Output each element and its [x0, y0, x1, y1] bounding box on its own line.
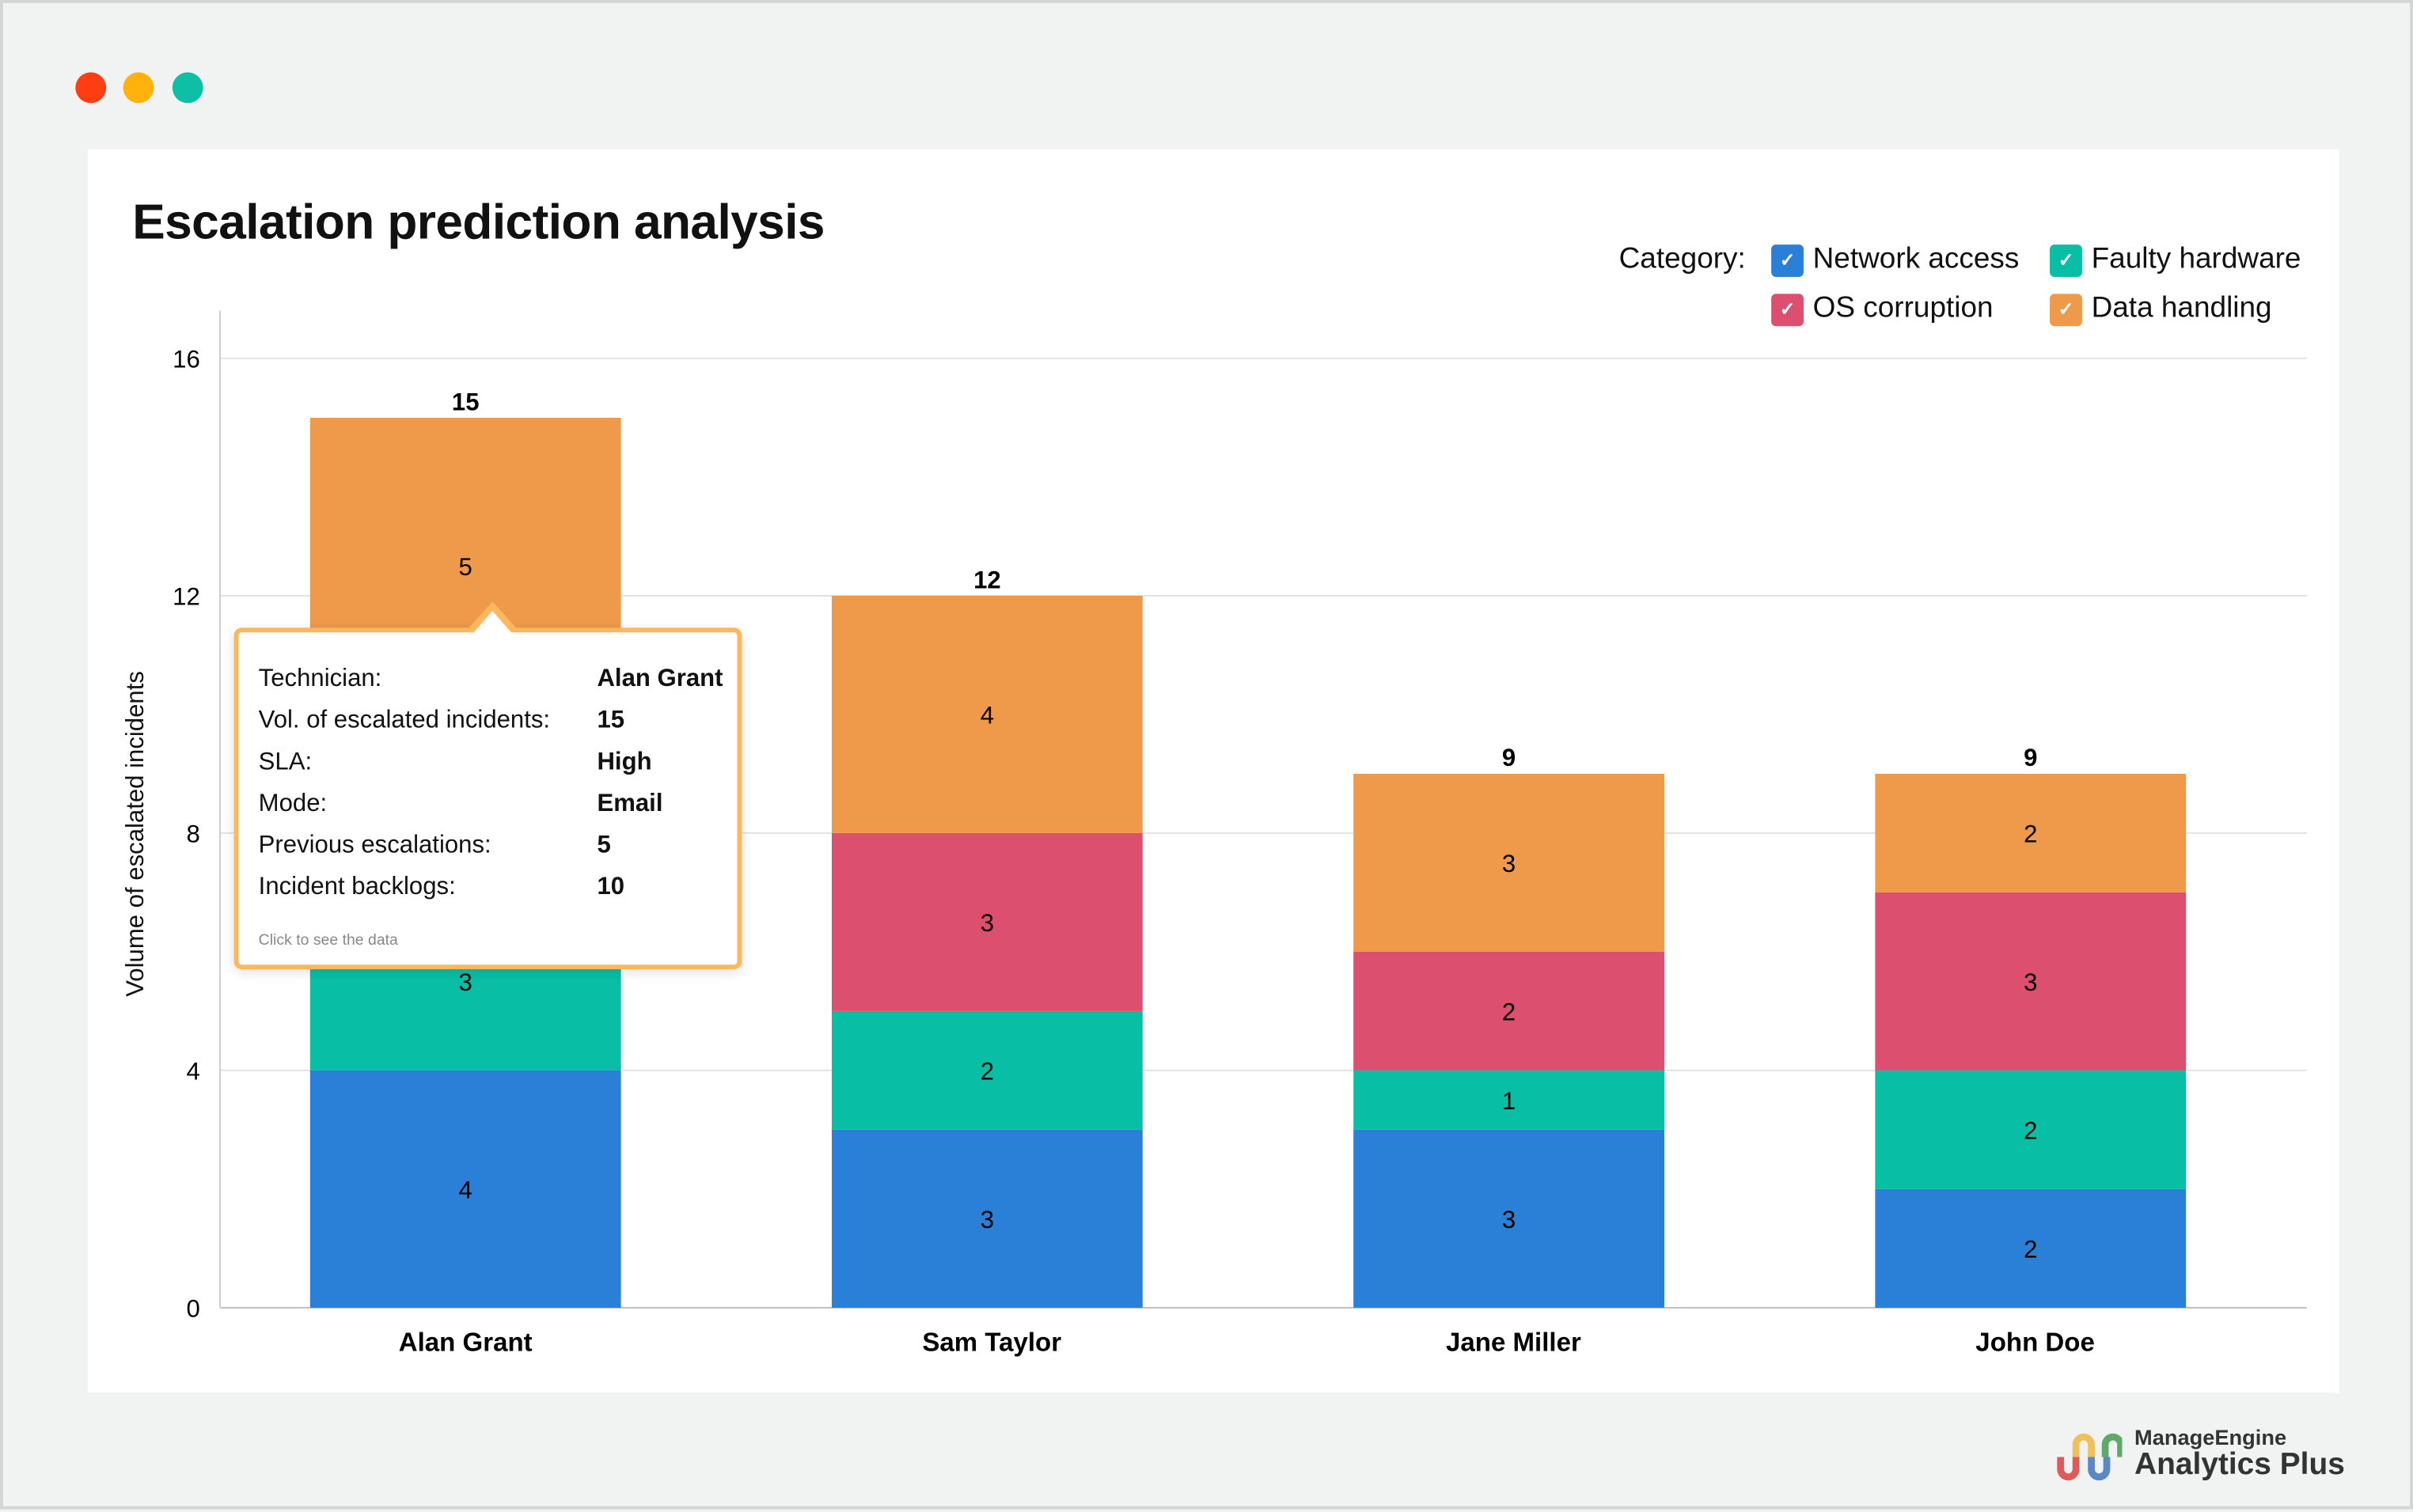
tooltip-label: SLA:	[258, 748, 313, 776]
legend-item-os-corruption[interactable]: ✓ OS corruption	[1771, 292, 1994, 326]
data-label: 3	[981, 1206, 994, 1233]
checkbox-checked-icon[interactable]: ✓	[1771, 244, 1804, 277]
tooltip-label: Incident backlogs:	[258, 873, 456, 900]
tooltip-arrow-fill	[472, 610, 513, 635]
total-label: 9	[1502, 744, 1516, 771]
data-label: 3	[1502, 1206, 1516, 1233]
tooltip-value: Email	[597, 790, 663, 817]
bar-segment[interactable]	[832, 596, 1143, 833]
y-axis-label: Volume of escalated incidents	[123, 671, 150, 997]
bar-segment[interactable]	[1875, 773, 2187, 892]
data-label: 2	[2024, 820, 2037, 848]
data-label: 1	[1502, 1087, 1516, 1115]
analytics-plus-logo-icon	[2057, 1433, 2123, 1481]
logo: ManageEngine Analytics Plus	[2054, 1427, 2345, 1482]
bar-segment[interactable]	[1353, 951, 1664, 1071]
bar-segment[interactable]	[832, 1010, 1143, 1130]
tooltip-footer-link[interactable]: Click to see the data	[258, 932, 398, 949]
x-tick-label: Sam Taylor	[922, 1328, 1061, 1357]
bar-segment[interactable]	[309, 1070, 621, 1308]
tooltip-label: Vol. of escalated incidents:	[258, 707, 551, 734]
bar-segment[interactable]	[1875, 892, 2187, 1071]
data-label: 3	[1502, 850, 1516, 877]
data-label: 4	[459, 1177, 472, 1204]
close-window-button[interactable]	[75, 72, 107, 104]
bar-segment[interactable]	[1353, 1070, 1664, 1130]
y-tick-label: 4	[186, 1058, 199, 1086]
total-label: 9	[2024, 744, 2037, 771]
bar-segment[interactable]	[1875, 1188, 2187, 1308]
data-label: 2	[981, 1058, 994, 1086]
tooltip[interactable]: Technician: Alan Grant Vol. of escalated…	[233, 601, 742, 970]
legend-item-label: OS corruption	[1812, 292, 1994, 325]
y-tick-label: 8	[186, 820, 199, 848]
data-label: 5	[459, 553, 472, 581]
tooltip-label: Technician:	[258, 665, 382, 693]
y-tick-label: 12	[173, 583, 200, 611]
tooltip-label: Mode:	[258, 790, 328, 817]
x-tick-label: John Doe	[1975, 1328, 2095, 1357]
legend-item-label: Data handling	[2091, 292, 2272, 325]
data-label: 2	[2024, 1236, 2037, 1264]
x-tick-label: Jane Miller	[1446, 1328, 1581, 1357]
checkbox-checked-icon[interactable]: ✓	[2050, 244, 2082, 277]
data-label: 3	[2024, 968, 2037, 996]
bar-segment[interactable]	[832, 832, 1143, 1011]
legend-item-label: Network access	[1812, 243, 2020, 276]
logo-product: Analytics Plus	[2134, 1447, 2345, 1482]
tooltip-value: Alan Grant	[597, 665, 723, 693]
x-tick-label: Alan Grant	[399, 1328, 533, 1357]
legend-label: Category:	[1619, 243, 1746, 277]
total-label: 12	[973, 566, 1001, 593]
tooltip-label: Previous escalations:	[258, 832, 491, 859]
bar-segment[interactable]	[1353, 773, 1664, 952]
y-tick-label: 0	[186, 1294, 199, 1322]
data-label: 4	[981, 702, 994, 729]
checkbox-checked-icon[interactable]: ✓	[2050, 293, 2082, 326]
data-label: 3	[459, 968, 472, 996]
data-label: 3	[981, 909, 994, 937]
tooltip-value: High	[597, 748, 652, 776]
tooltip-value: 5	[597, 832, 611, 859]
legend-item-faulty-hardware[interactable]: ✓ Faulty hardware	[2050, 243, 2301, 277]
minimize-window-button[interactable]	[123, 72, 154, 104]
legend-title: Category:	[1618, 243, 1746, 276]
y-tick-label: 16	[173, 346, 200, 373]
tooltip-value: 10	[597, 873, 625, 900]
legend-item-network-access[interactable]: ✓ Network access	[1771, 243, 2019, 277]
maximize-window-button[interactable]	[172, 72, 203, 104]
legend-item-data-handling[interactable]: ✓ Data handling	[2050, 292, 2272, 326]
logo-brand: ManageEngine	[2134, 1424, 2287, 1449]
legend-item-label: Faulty hardware	[2091, 243, 2301, 276]
chart-title: Escalation prediction analysis	[132, 194, 825, 250]
bar-segment[interactable]	[1353, 1129, 1664, 1308]
data-label: 2	[1502, 999, 1516, 1026]
data-label: 2	[2024, 1117, 2037, 1145]
checkbox-checked-icon[interactable]: ✓	[1771, 293, 1804, 326]
bar-segment[interactable]	[832, 1129, 1143, 1308]
total-label: 15	[452, 388, 480, 415]
bar-segment[interactable]	[1875, 1070, 2187, 1189]
tooltip-value: 15	[597, 707, 625, 734]
